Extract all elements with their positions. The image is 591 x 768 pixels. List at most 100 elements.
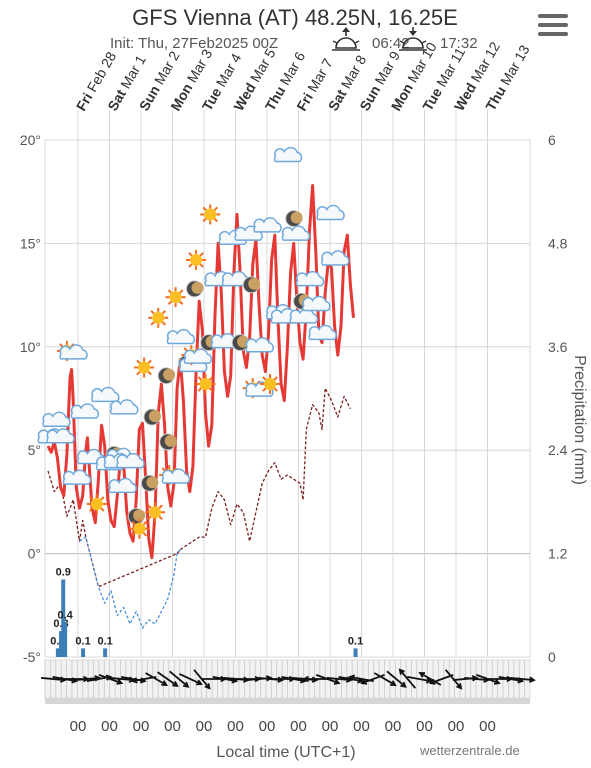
cloud-icon <box>289 308 318 324</box>
chart-title: GFS Vienna (AT) 48.25N, 16.25E <box>132 5 458 30</box>
wind-arrow <box>75 677 100 681</box>
wind-arrow <box>407 676 432 682</box>
y-tick-label-right: 0 <box>548 649 556 665</box>
y-tick-label-right: 1.2 <box>548 546 568 562</box>
cloud-icon <box>308 324 337 341</box>
hour-label: 00 <box>259 718 276 735</box>
dewpoint-line-subzero <box>79 536 181 629</box>
wind-arrowhead <box>161 680 168 686</box>
sunrise-icon <box>332 27 360 51</box>
hour-label: 00 <box>385 718 402 735</box>
hour-label: 00 <box>70 718 87 735</box>
sun-icon <box>260 374 281 395</box>
y-tick-label-right: 4.8 <box>548 235 568 251</box>
wind-arrowhead <box>172 681 179 687</box>
temperature-series <box>46 184 355 560</box>
wind-arrow <box>509 677 535 681</box>
precip-label: 0.9 <box>56 566 71 578</box>
sunset-icon <box>399 27 427 51</box>
moon-icon <box>242 276 261 294</box>
hour-label: 00 <box>322 718 339 735</box>
hour-label: 00 <box>353 718 370 735</box>
hour-label: 00 <box>164 718 181 735</box>
cloud-icon <box>116 452 145 469</box>
wind-arrowhead <box>456 683 463 690</box>
wind-arrowhead <box>529 676 536 683</box>
wind-arrow <box>179 673 202 685</box>
hour-label: 00 <box>290 718 307 735</box>
precip-bar <box>55 648 60 657</box>
init-time: Init: Thu, 27Feb2025 00Z <box>110 35 278 52</box>
hour-label: 00 <box>227 718 244 735</box>
wind-arrow <box>98 674 122 684</box>
cloud-icon <box>46 428 75 444</box>
y-tick-label-left: 20° <box>20 132 41 148</box>
cloud-icon <box>70 403 100 419</box>
y-axis-left: 20° 15° 10° 5° 0° -5° <box>20 132 41 665</box>
wind-arrow <box>399 669 417 689</box>
y-axis-right: 6 4.8 3.6 2.4 1.2 0 <box>548 132 568 665</box>
hour-label: 00 <box>101 718 118 735</box>
wind-arrowhead <box>390 680 397 686</box>
cloud-icon <box>109 399 139 415</box>
cloud-icon <box>302 295 331 312</box>
sun-icon <box>165 287 186 308</box>
wind-arrowhead <box>265 675 273 682</box>
moon-icon <box>157 367 176 385</box>
x-axis-title: Local time (UTC+1) <box>216 744 355 761</box>
cloud-icon <box>91 386 120 403</box>
wind-strip <box>40 659 536 704</box>
sun-icon <box>129 518 150 539</box>
y-tick-label-right: 6 <box>548 132 556 148</box>
weather-icons <box>37 146 350 539</box>
sunset-time: 17:32 <box>440 35 478 52</box>
cloud-icon <box>108 477 137 494</box>
wind-arrowhead <box>360 678 368 685</box>
wind-arrow <box>326 677 352 681</box>
sun-icon <box>195 374 216 395</box>
wind-arrowhead <box>400 681 407 688</box>
grid <box>44 110 531 658</box>
wind-arrow <box>373 672 396 686</box>
wind-arrow <box>212 676 237 682</box>
wind-arrowhead <box>425 677 433 684</box>
wind-arrow <box>145 672 167 686</box>
y-tick-label-left: 15° <box>20 235 41 251</box>
y-tick-label-left: 10° <box>20 339 41 355</box>
sun-icon <box>134 357 155 378</box>
cloud-icon <box>316 204 345 221</box>
y-tick-label-left: 0° <box>28 546 41 562</box>
sun-icon <box>148 307 169 328</box>
credit-text: wetterzentrale.de <box>419 743 520 758</box>
moon-icon <box>285 210 303 228</box>
menu-bar <box>538 32 568 36</box>
dewpoint-line <box>47 387 351 588</box>
wind-arrowhead <box>398 668 405 675</box>
wind-arrow <box>315 674 340 684</box>
wind-arrow <box>419 672 442 686</box>
moon-icon <box>140 474 159 492</box>
wind-arrowhead <box>130 677 138 684</box>
y-tick-label-right: 3.6 <box>548 339 568 355</box>
wind-arrowhead <box>418 672 426 678</box>
menu-button[interactable] <box>538 14 568 40</box>
wind-arrowhead <box>204 683 211 690</box>
wind-arrowhead <box>333 678 341 685</box>
sun-cloud-icon <box>56 340 88 361</box>
sun-icon <box>186 249 207 270</box>
cloud-icon <box>253 217 282 233</box>
wind-arrow <box>386 670 406 688</box>
cloud-icon <box>273 146 303 163</box>
y-tick-label-right: 2.4 <box>548 442 568 458</box>
precip-bar <box>353 648 358 657</box>
cloud-icon <box>295 270 325 287</box>
moon-icon <box>159 433 177 451</box>
wind-arrowhead <box>493 678 501 685</box>
wind-arrow <box>157 671 178 687</box>
sun-icon <box>200 204 221 225</box>
precip-bar <box>59 631 64 657</box>
wind-arrow <box>444 669 462 689</box>
wind-arrow <box>40 677 66 681</box>
menu-bar <box>538 23 568 27</box>
